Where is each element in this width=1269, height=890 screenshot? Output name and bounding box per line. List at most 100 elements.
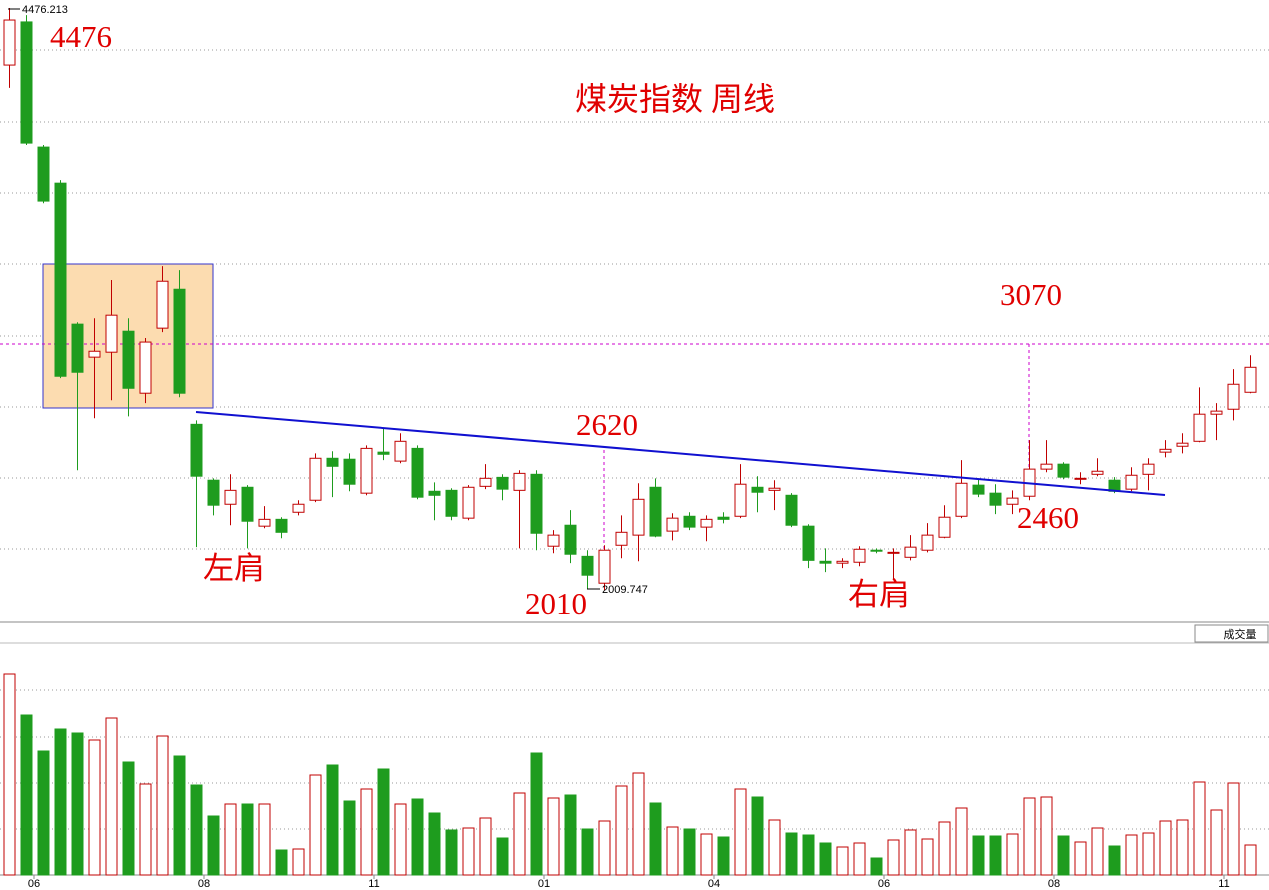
volume-bar bbox=[768, 819, 781, 876]
volume-bar bbox=[224, 803, 237, 876]
volume-bar bbox=[700, 833, 713, 876]
chart-title: 煤炭指数 周线 bbox=[575, 81, 775, 117]
volume-bar bbox=[156, 735, 169, 876]
volume-bar bbox=[938, 821, 951, 876]
candle-body bbox=[173, 288, 186, 394]
candle-body bbox=[870, 549, 883, 552]
volume-bar bbox=[1023, 797, 1036, 876]
volume-label: 成交量 bbox=[1224, 627, 1257, 641]
candle-body bbox=[972, 484, 985, 495]
volume-bar bbox=[105, 717, 118, 876]
annotation: 2010 bbox=[525, 586, 587, 621]
volume-bar bbox=[1244, 844, 1257, 876]
candle-body bbox=[207, 479, 220, 506]
candle-body bbox=[1142, 463, 1155, 475]
candle-body bbox=[224, 489, 237, 505]
candle-body bbox=[564, 524, 577, 555]
x-tick-label: 01 bbox=[538, 878, 550, 890]
volume-bar bbox=[394, 803, 407, 876]
volume-bar bbox=[462, 827, 475, 876]
x-tick-label: 04 bbox=[708, 878, 720, 890]
volume-bar bbox=[479, 817, 492, 876]
x-tick-label: 08 bbox=[1048, 878, 1060, 890]
candle-body bbox=[292, 503, 305, 513]
candle-body bbox=[20, 21, 33, 144]
candle-body bbox=[428, 490, 441, 496]
marks: 06 08 11 01 04 06 08 11 bbox=[3, 8, 1257, 890]
candle-body bbox=[666, 517, 679, 532]
x-tick-label: 11 bbox=[1218, 878, 1229, 890]
volume-bar bbox=[139, 783, 152, 876]
x-tick-label: 11 bbox=[368, 878, 379, 890]
candle-body bbox=[122, 330, 135, 389]
volume-bar bbox=[989, 835, 1002, 876]
candle-body bbox=[751, 486, 764, 493]
volume-bar bbox=[496, 837, 509, 876]
volume-bar bbox=[683, 828, 696, 876]
candle-body bbox=[513, 472, 526, 491]
candle-body bbox=[1074, 477, 1087, 480]
volume-bar bbox=[241, 803, 254, 876]
candle-body bbox=[700, 518, 713, 528]
volume-bar bbox=[275, 849, 288, 876]
volume-bar bbox=[207, 815, 220, 876]
candle-body bbox=[479, 477, 492, 487]
volume-bar bbox=[904, 829, 917, 876]
volume-bar bbox=[649, 802, 662, 876]
candle-body bbox=[1091, 470, 1104, 475]
volume-bar bbox=[785, 832, 798, 876]
volume-bar bbox=[853, 842, 866, 876]
volume-bar bbox=[955, 807, 968, 876]
candle-body bbox=[547, 534, 560, 547]
candle-body bbox=[275, 518, 288, 533]
candle-body bbox=[360, 447, 373, 494]
volume-bar bbox=[1125, 834, 1138, 876]
neckline bbox=[195, 411, 1166, 496]
candle-body bbox=[105, 314, 118, 353]
candle-body bbox=[190, 423, 203, 477]
candle-body bbox=[54, 182, 67, 377]
volume-bar bbox=[887, 839, 900, 876]
candle-body bbox=[343, 458, 356, 485]
volume-bar bbox=[343, 800, 356, 876]
volume-bar bbox=[445, 829, 458, 876]
annotation: 2620 bbox=[576, 407, 638, 442]
candle-body bbox=[258, 518, 271, 527]
volume-bar bbox=[802, 834, 815, 876]
candle-body bbox=[3, 19, 16, 66]
volume-bar bbox=[615, 785, 628, 876]
candle-body bbox=[394, 440, 407, 462]
volume-bar bbox=[530, 752, 543, 876]
volume-bar bbox=[547, 797, 560, 876]
volume-bar bbox=[122, 761, 135, 876]
candle-body bbox=[598, 549, 611, 584]
volume-bar bbox=[1176, 819, 1189, 876]
annotation: 左肩 bbox=[203, 551, 265, 586]
candle-body bbox=[139, 341, 152, 394]
annotation: 4476 bbox=[50, 19, 112, 54]
candle-body bbox=[241, 486, 254, 522]
volume-bar bbox=[921, 838, 934, 876]
candle-body bbox=[1159, 448, 1172, 453]
volume-bar bbox=[836, 846, 849, 876]
candle-body bbox=[802, 525, 815, 561]
candle-body bbox=[377, 451, 390, 455]
volume-bar bbox=[411, 798, 424, 876]
candle-body bbox=[71, 323, 84, 373]
candle-body bbox=[411, 447, 424, 498]
candle-body bbox=[309, 457, 322, 501]
volume-bar bbox=[428, 812, 441, 876]
volume-bar bbox=[1227, 782, 1240, 876]
volume-bar bbox=[258, 803, 271, 876]
volume-bar bbox=[666, 826, 679, 876]
volume-bar bbox=[1193, 781, 1206, 876]
volume-bar bbox=[581, 828, 594, 876]
volume-bar bbox=[1210, 809, 1223, 876]
volume-bar bbox=[513, 792, 526, 876]
candle-body bbox=[156, 280, 169, 329]
candle-body bbox=[615, 531, 628, 546]
candle-body bbox=[88, 350, 101, 358]
volume-bar bbox=[3, 673, 16, 876]
min-label: 2009.747 bbox=[602, 584, 648, 596]
